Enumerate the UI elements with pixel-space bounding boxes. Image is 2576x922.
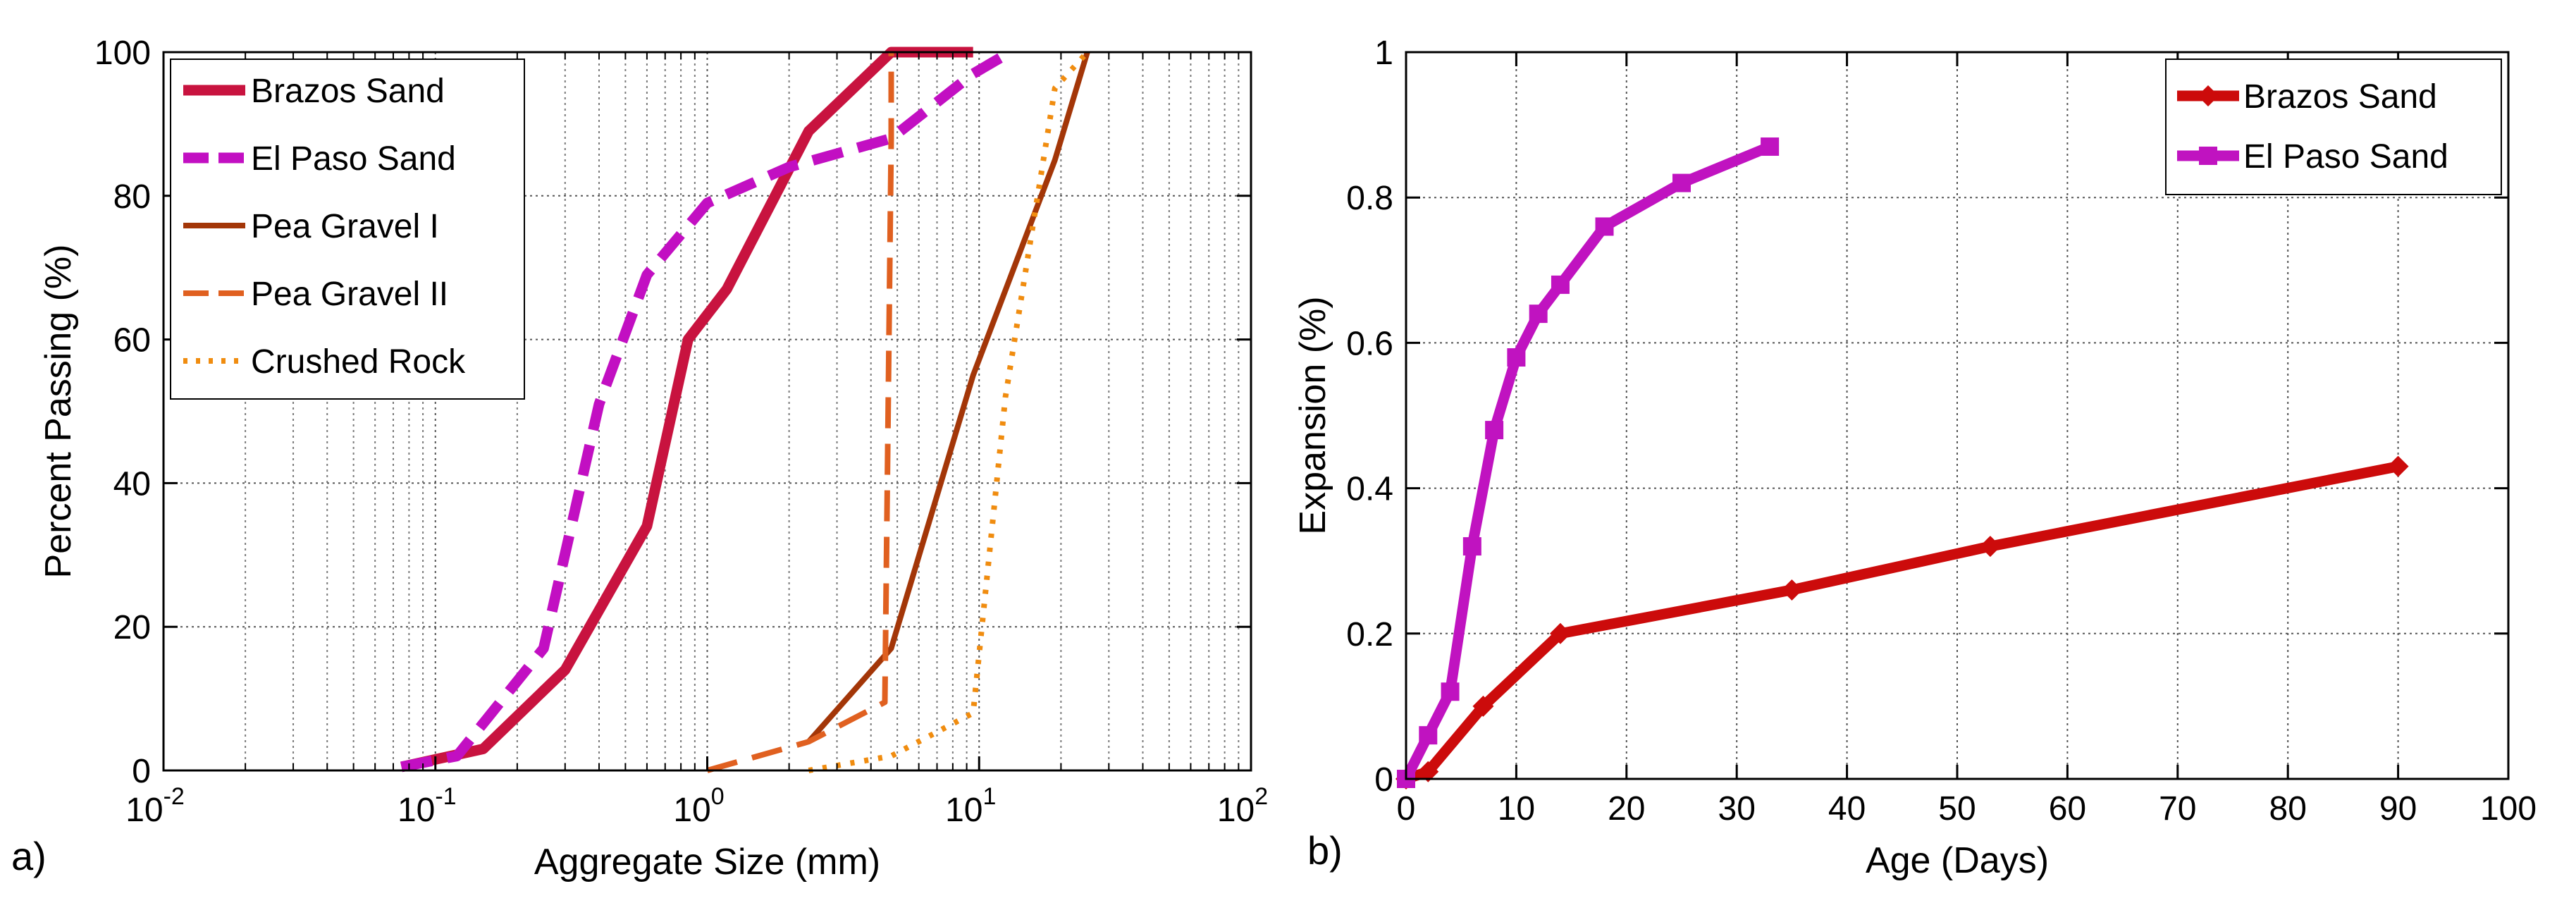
y-tick-label: 80	[113, 178, 151, 216]
x-tick-label: 60	[2049, 790, 2086, 828]
series-line-brazos-sand	[400, 47, 973, 773]
x-tick-label: 10-2	[125, 783, 185, 829]
data-point-el-paso-sand	[1551, 275, 1570, 294]
x-tick-label: 10-1	[398, 783, 457, 829]
data-point-el-paso-sand	[1529, 305, 1548, 324]
panel-b-legend: Brazos Sand El Paso Sand	[2165, 59, 2502, 195]
x-tick-exponent: -2	[164, 783, 185, 810]
legend-label: Brazos Sand	[251, 73, 445, 110]
data-point-el-paso-sand	[1672, 173, 1691, 192]
x-tick-label: 20	[1608, 790, 1645, 828]
data-point-el-paso-sand	[1441, 682, 1460, 701]
data-point-el-paso-sand	[1462, 537, 1481, 556]
legend-box	[2165, 59, 2502, 195]
series-line-el-paso-sand	[400, 47, 1013, 773]
x-tick-label: 40	[1828, 790, 1866, 828]
legend-label: Brazos Sand	[2243, 78, 2437, 116]
x-tick-label: 100	[2480, 790, 2537, 828]
panel-label-a: a)	[11, 834, 47, 878]
panel-a-series	[400, 47, 1090, 773]
series-line-brazos-sand	[1404, 461, 2400, 785]
x-tick-exponent: 2	[1255, 783, 1268, 810]
x-tick-base: 10	[673, 792, 710, 829]
x-axis-label: Aggregate Size (mm)	[534, 842, 880, 883]
y-tick-label: 0	[1374, 761, 1393, 799]
x-tick-label: 100	[673, 783, 724, 829]
data-point-el-paso-sand	[1485, 421, 1504, 440]
y-tick-label: 0.4	[1346, 471, 1393, 508]
series-line-pea-gravel-i	[806, 51, 1090, 744]
x-tick-exponent: 1	[982, 783, 996, 810]
x-tick-base: 10	[945, 792, 982, 829]
y-axis-label: Expansion (%)	[1293, 296, 1333, 534]
y-tick-label: 20	[113, 609, 151, 646]
x-tick-exponent: 0	[711, 783, 725, 810]
x-tick-base: 10	[125, 792, 163, 829]
data-point-brazos-sand	[2387, 455, 2409, 477]
legend-marker	[2199, 147, 2217, 165]
data-point-el-paso-sand	[1761, 137, 1780, 156]
x-tick-label: 30	[1718, 790, 1756, 828]
legend-marker	[2198, 85, 2219, 106]
legend-label: El Paso Sand	[2243, 138, 2448, 176]
x-tick-label: 90	[2379, 790, 2417, 828]
x-tick-label: 102	[1217, 783, 1268, 829]
legend-label: Pea Gravel II	[251, 276, 448, 313]
x-tick-label: 70	[2159, 790, 2196, 828]
data-point-brazos-sand	[1979, 536, 2001, 558]
y-tick-label: 0.8	[1346, 180, 1393, 217]
x-axis-label: Age (Days)	[1866, 840, 2049, 881]
data-point-el-paso-sand	[1419, 726, 1438, 745]
y-tick-label: 0.6	[1346, 325, 1393, 362]
data-point-brazos-sand	[1549, 622, 1571, 644]
x-tick-exponent: -1	[435, 783, 456, 810]
panel-b-series	[1395, 137, 2409, 789]
legend-label: El Paso Sand	[251, 140, 456, 178]
data-point-brazos-sand	[1472, 695, 1494, 717]
panel-b-expansion-chart: 0 10 20 30 40 50 60 70 80 90 100 0 0.2 0.4 0.6 0.8 1 Age …	[1293, 35, 2537, 881]
data-point-brazos-sand	[1417, 761, 1439, 782]
series-line-crushed-rock	[808, 50, 1090, 773]
legend-box	[170, 59, 525, 400]
data-point-brazos-sand	[1781, 579, 1803, 601]
x-tick-label: 0	[1397, 790, 1416, 828]
x-tick-label: 10	[1498, 790, 1535, 828]
y-axis-label: Percent Passing (%)	[38, 245, 79, 579]
x-tick-base: 10	[1217, 792, 1255, 829]
series-line-pea-gravel-ii	[706, 52, 894, 773]
x-tick-label: 50	[1938, 790, 1976, 828]
x-tick-label: 80	[2269, 790, 2307, 828]
legend-label: Crushed Rock	[251, 343, 466, 381]
y-tick-label: 1	[1374, 35, 1393, 72]
y-tick-label: 0.2	[1346, 616, 1393, 653]
y-tick-label: 100	[94, 35, 151, 72]
data-point-el-paso-sand	[1507, 348, 1526, 367]
y-tick-label: 0	[132, 753, 151, 790]
panel-label-b: b)	[1307, 828, 1343, 873]
legend-label: Pea Gravel I	[251, 208, 439, 245]
x-tick-label: 101	[945, 783, 996, 829]
y-tick-label: 40	[113, 465, 151, 503]
y-tick-label: 60	[113, 322, 151, 359]
data-point-el-paso-sand	[1595, 217, 1614, 236]
series-line-el-paso-sand	[1401, 142, 1772, 782]
x-tick-base: 10	[398, 792, 435, 829]
panel-a-legend: Brazos Sand El Paso Sand Pea Gravel I Pea G…	[170, 59, 525, 400]
